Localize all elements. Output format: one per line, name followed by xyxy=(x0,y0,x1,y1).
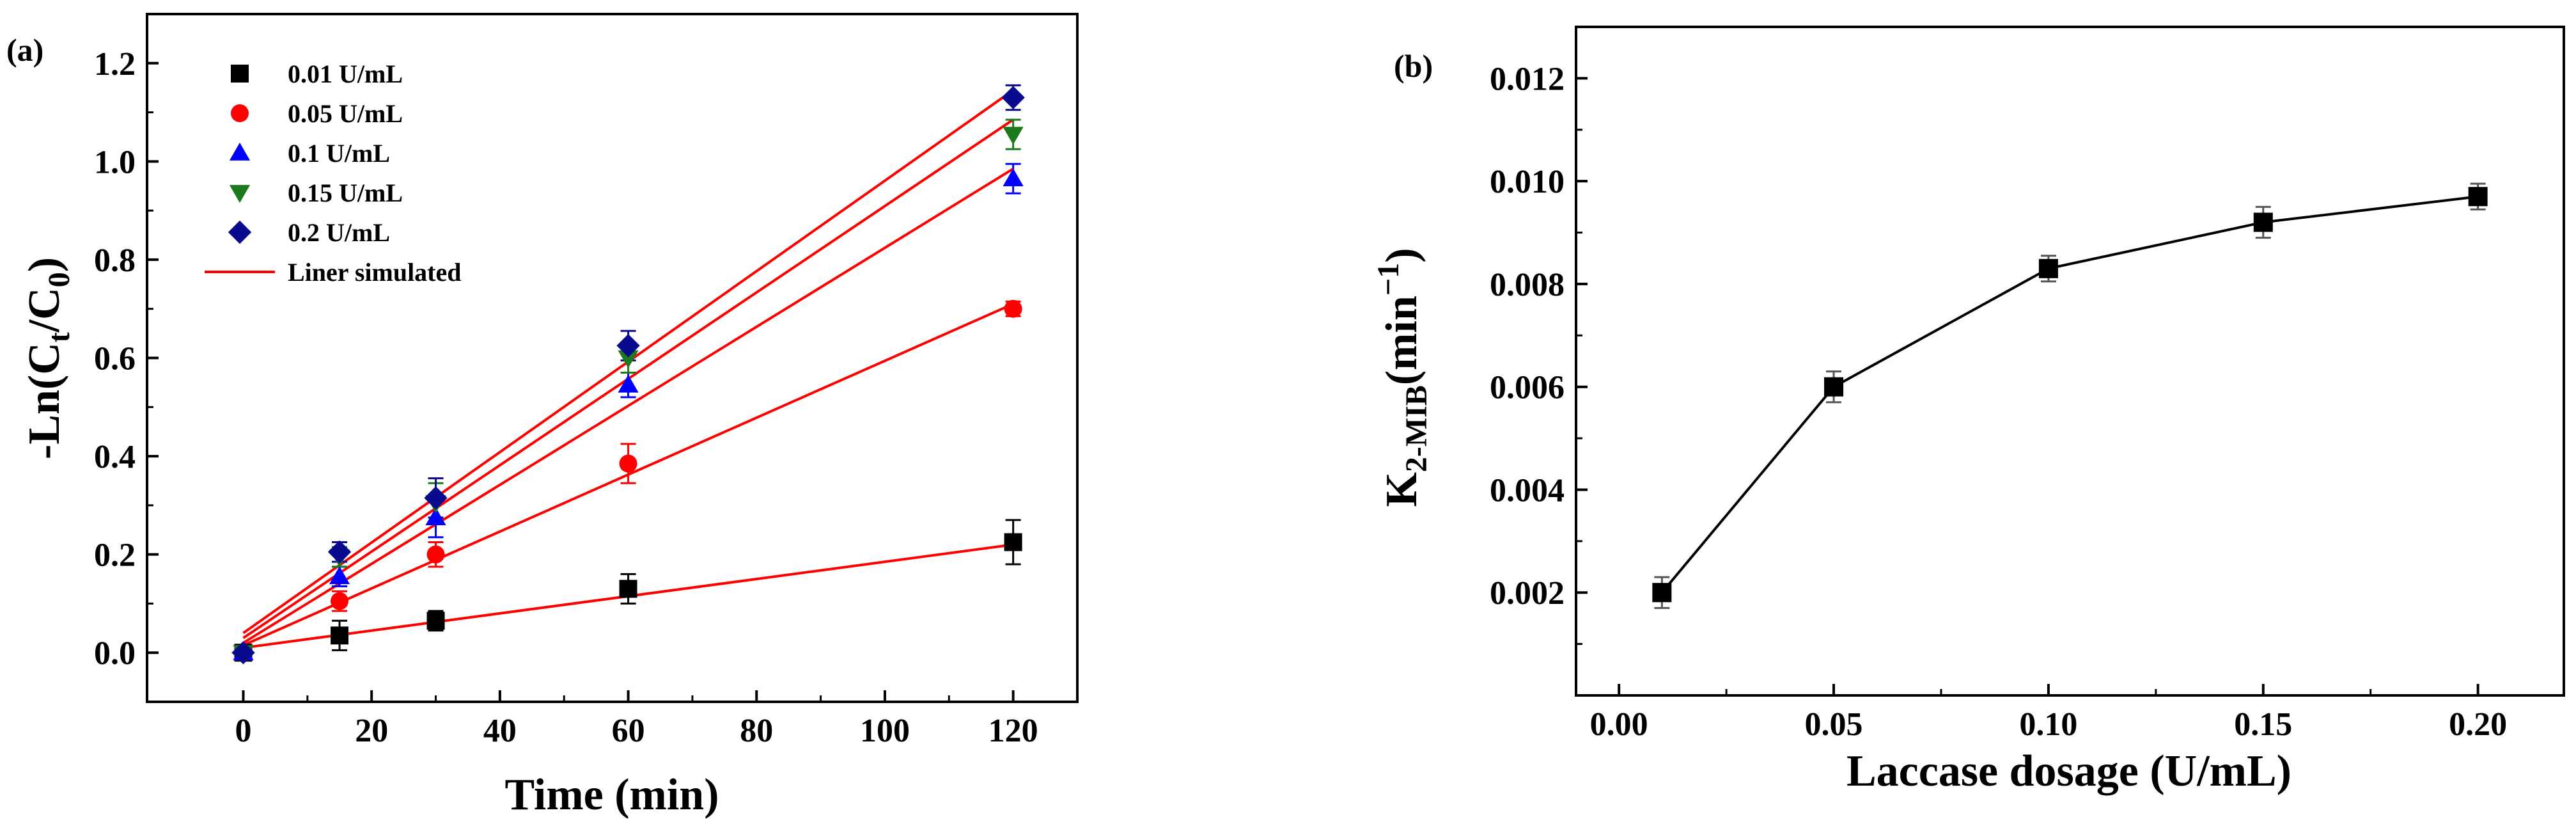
panel-a-data-point xyxy=(231,641,255,665)
panel-b-y-tick-label: 0.006 xyxy=(1490,370,1565,406)
panel-a-data-point xyxy=(1003,127,1024,145)
panel-a-y-tick-label: 0.0 xyxy=(94,635,136,672)
panel-a-data-point xyxy=(331,592,349,610)
panel-a-x-tick-label: 120 xyxy=(988,713,1038,749)
panel-a-legend-label: 0.01 U/mL xyxy=(288,59,403,88)
panel-b-points xyxy=(1652,187,2488,603)
panel-a-data-point xyxy=(426,545,445,564)
panel-a-x-tick-label: 20 xyxy=(355,713,388,749)
panel-a-error-bars xyxy=(235,84,1021,659)
panel-a-x-tick-label: 0 xyxy=(235,713,252,749)
panel-a-data-point xyxy=(425,507,446,525)
panel-b-line xyxy=(1660,195,2478,594)
panel-b-x-tick-label: 0.20 xyxy=(2449,706,2507,743)
panel-a-data-point xyxy=(1003,168,1024,187)
panel-a-x-tick-label: 80 xyxy=(740,713,773,749)
panel-a-points xyxy=(231,86,1025,665)
panel-a-ylabel-mid: /C xyxy=(20,287,69,333)
panel-a-ticks: 0 20 40 60 80 100 120 0.0 0.2 0.4 0.6 0.8 1.0 1.2 xyxy=(94,46,1038,749)
panel-a-data-point xyxy=(424,486,448,510)
panel-b-y-tick-label: 0.010 xyxy=(1490,164,1565,200)
panel-a-y-tick-label: 0.2 xyxy=(94,537,136,574)
panel-a-x-tick-label: 40 xyxy=(483,713,517,749)
panel-b-data-point xyxy=(2038,258,2058,278)
panel-b-x-tick-label: 0.05 xyxy=(1805,706,1863,743)
panel-a-legend-marker xyxy=(229,142,251,161)
panel-b-y-tick-label: 0.012 xyxy=(1490,61,1565,97)
panel-a-legend-label: 0.1 U/mL xyxy=(288,139,390,168)
panel-b-y-tick-label: 0.002 xyxy=(1490,575,1565,612)
panel-b-ticks: 0.00 0.05 0.10 0.15 0.20 0.002 0.004 0.006 0.008… xyxy=(1490,61,2507,743)
panel-b-data-point xyxy=(2468,187,2488,207)
panel-a-label: (a) xyxy=(6,32,43,68)
panel-b-y-tick-label: 0.008 xyxy=(1490,267,1565,303)
panel-a-data-point xyxy=(618,350,639,368)
panel-a-legend-marker xyxy=(229,185,251,203)
panel-a-ylabel-main: -Ln(C xyxy=(20,342,69,459)
panel-a-fit-line xyxy=(242,168,1014,644)
panel-b-y-tick-label: 0.004 xyxy=(1490,472,1565,509)
panel-a-x-tick-label: 60 xyxy=(612,713,645,749)
panel-a-data-point xyxy=(619,454,637,473)
panel-a-x-tick-label: 100 xyxy=(860,713,910,749)
panel-b-series-line xyxy=(1660,195,2478,594)
panel-b-x-tick-label: 0.00 xyxy=(1590,706,1648,743)
panel-a-data-point xyxy=(426,612,445,630)
panel-a-legend-marker xyxy=(231,104,249,122)
panel-a-ylabel-sub-t: t xyxy=(42,332,76,342)
panel-a-data-point xyxy=(331,626,349,645)
panel-a-data-point xyxy=(1004,299,1022,318)
panel-a-legend-label: 0.05 U/mL xyxy=(288,99,403,128)
panel-a-data-point xyxy=(616,334,640,358)
panel-a-data-point xyxy=(618,374,639,393)
panel-a-data-point xyxy=(1004,533,1022,551)
panel-a-chart: 0 20 40 60 80 100 120 0.0 0.2 0.4 0.6 0.8 1.0 1.2 0.0… xyxy=(6,13,1079,820)
panel-b-ylabel-close: ) xyxy=(1377,248,1426,262)
panel-b-data-point xyxy=(1652,583,1672,603)
panel-b-ylabel-k: K xyxy=(1377,472,1426,507)
panel-a-y-tick-label: 0.6 xyxy=(94,341,136,377)
panel-a-data-point xyxy=(327,540,352,564)
panel-b-chart: 0.00 0.05 0.10 0.15 0.20 0.002 0.004 0.006 0.008… xyxy=(1371,26,2565,796)
panel-a-ylabel-sub-0: 0 xyxy=(42,272,76,287)
panel-b-data-point xyxy=(2253,212,2273,232)
panel-a-x-axis-title: Time (min) xyxy=(504,770,719,820)
panel-a-legend-marker xyxy=(231,65,249,83)
panel-b-label: (b) xyxy=(1394,48,1433,84)
panel-a-legend: 0.01 U/mL 0.05 U/mL 0.1 U/mL 0.15 U/mL 0.2 U… xyxy=(205,59,462,287)
panel-a-legend-label: 0.2 U/mL xyxy=(288,218,390,247)
panel-b-data-point xyxy=(1824,377,1844,397)
panel-b-y-axis-title: K2-MIB(min−1) xyxy=(1371,248,1433,507)
panel-b-x-axis-title: Laccase dosage (U/mL) xyxy=(1846,747,2291,796)
panel-a-ylabel-end: ) xyxy=(20,257,69,272)
panel-b-plot-frame xyxy=(1575,26,2565,697)
panel-a-y-tick-label: 1.0 xyxy=(94,144,136,180)
panel-a-y-tick-label: 1.2 xyxy=(94,46,136,83)
panel-a-y-axis-title: -Ln(Ct/C0) xyxy=(20,257,76,459)
panel-b-x-tick-label: 0.10 xyxy=(2019,706,2077,743)
panel-a-y-tick-label: 0.8 xyxy=(94,242,136,279)
panel-a-data-point xyxy=(1001,86,1025,109)
panel-b-ylabel-sup: −1 xyxy=(1371,263,1405,296)
panel-b-ylabel-sub: 2-MIB xyxy=(1400,385,1433,472)
panel-a-legend-fit-label: Liner simulated xyxy=(288,258,462,287)
panel-b-x-tick-label: 0.15 xyxy=(2234,706,2292,743)
panel-a-y-tick-label: 0.4 xyxy=(94,439,136,475)
panel-a-data-point xyxy=(329,566,350,585)
panel-a-legend-label: 0.15 U/mL xyxy=(288,178,403,207)
panel-b-ylabel-unit: (min xyxy=(1377,296,1426,385)
panel-a-legend-marker xyxy=(228,220,252,244)
panel-b-error-bars xyxy=(1654,182,2486,609)
panel-a-data-point xyxy=(619,580,637,598)
